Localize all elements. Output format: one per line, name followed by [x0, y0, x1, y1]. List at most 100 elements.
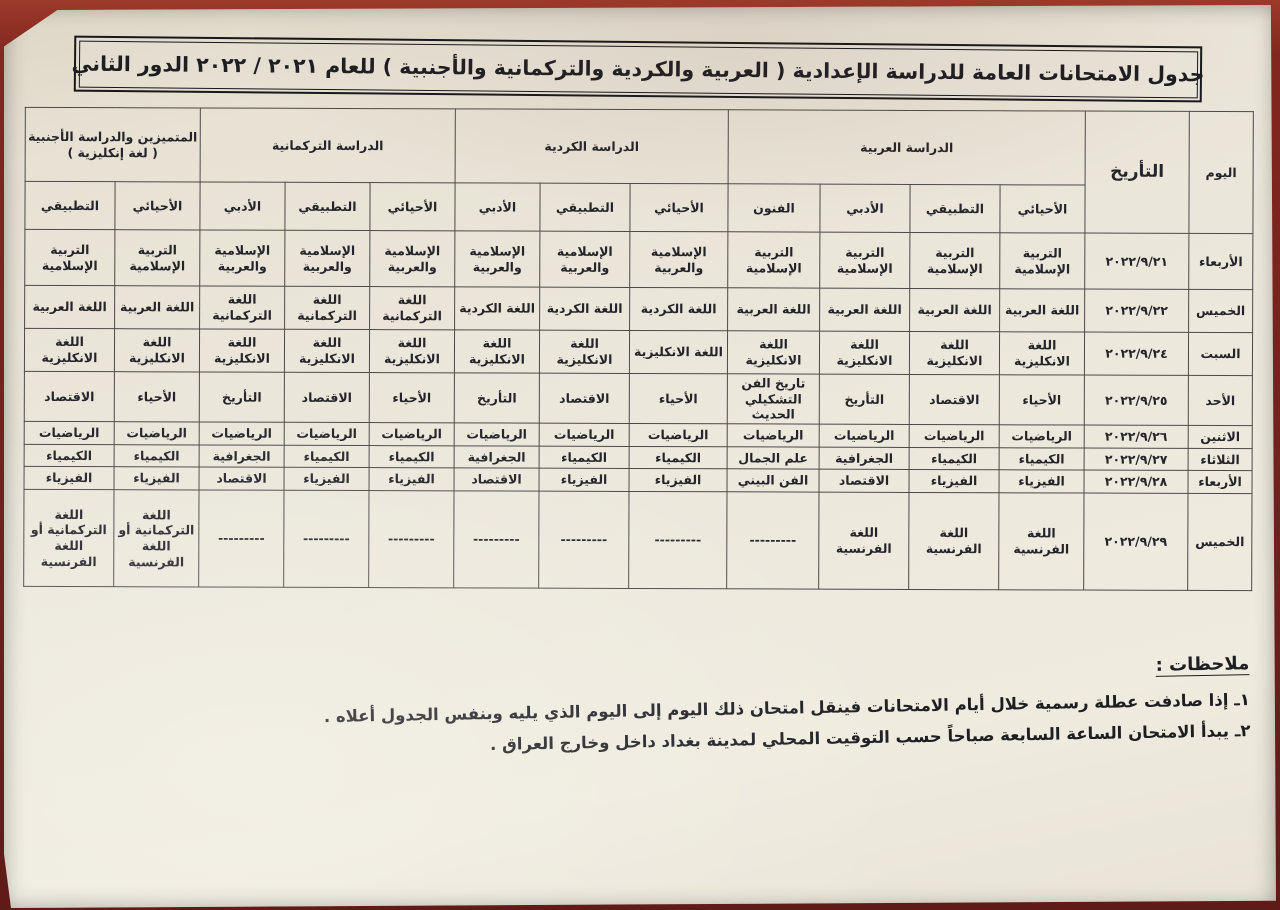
- date-cell: ٢٠٢٢/٩/٢٥: [1084, 375, 1189, 426]
- date-column-header: التأريخ: [1084, 111, 1190, 234]
- exam-cell: الفيزياء: [539, 468, 630, 492]
- exam-cell: الرياضيات: [369, 422, 455, 446]
- exam-cell: الاقتصاد: [284, 372, 370, 423]
- table-row-sunday-25: الأحد ٢٠٢٢/٩/٢٥ الأحياء الاقتصاد التأريخ…: [24, 371, 1253, 426]
- exam-cell: التربية الإسلامية: [114, 229, 200, 286]
- exam-cell: الكيمياء: [539, 446, 630, 469]
- day-cell: الخميس: [1188, 289, 1253, 333]
- table-row-thursday-29: الخميس ٢٠٢٢/٩/٢٩ اللغة الفرنسية اللغة ال…: [23, 489, 1252, 591]
- exam-cell: الجغرافية: [199, 444, 285, 468]
- exam-cell: التربية الإسلامية: [727, 231, 820, 289]
- exam-schedule-table: اليوم التأريخ الدراسة العربية الدراسة ال…: [23, 107, 1254, 591]
- exam-cell: اللغة العربية: [819, 288, 910, 332]
- exam-cell: الرياضيات: [284, 422, 370, 446]
- exam-cell: اللغة التركمانية أو اللغة الفرنسية: [113, 489, 200, 587]
- exam-cell: الكيمياء: [909, 447, 1000, 470]
- date-cell: ٢٠٢٢/٩/٢٢: [1084, 289, 1189, 333]
- exam-cell: اللغة العربية: [114, 285, 200, 329]
- exam-cell: الرياضيات: [727, 423, 820, 448]
- exam-cell: التربية الإسلامية: [999, 232, 1085, 290]
- exam-cell: اللغة الكردية: [629, 287, 728, 331]
- date-cell: ٢٠٢٢/٩/٢٩: [1083, 492, 1188, 591]
- exam-cell: الاقتصاد: [819, 469, 910, 493]
- exam-cell: اللغة الانكليزية: [114, 328, 200, 372]
- exam-cell: الأحياء: [999, 374, 1085, 425]
- exam-cell: اللغة العربية: [909, 288, 1000, 332]
- exam-cell: اللغة التركمانية: [284, 286, 370, 330]
- exam-cell: الرياضيات: [629, 423, 728, 447]
- exam-cell: الفيزياء: [909, 469, 1000, 493]
- exam-cell: ---------: [726, 491, 820, 590]
- exam-cell: اللغة الانكليزية: [454, 329, 540, 374]
- day-cell: الخميس: [1187, 493, 1252, 591]
- exam-cell: اللغة الفرنسية: [998, 492, 1085, 590]
- exam-cell: اللغة التركمانية: [369, 286, 455, 330]
- track-header-arabic-applied: التطبيقي: [909, 184, 1001, 233]
- exam-cell: اللغة العربية: [999, 288, 1085, 333]
- group-header-arabic-study: الدراسة العربية: [728, 109, 1086, 186]
- exam-cell: الإسلامية والعربية: [199, 229, 285, 287]
- exam-cell: اللغة الانكليزية: [629, 330, 728, 374]
- exam-cell: علم الجمال: [727, 446, 820, 470]
- exam-cell: الكيمياء: [629, 446, 728, 469]
- track-header-turkmen-literary: الأدبي: [199, 181, 286, 231]
- exam-cell: اللغة الفرنسية: [818, 492, 910, 590]
- track-header-kurdish-applied: التطبيقي: [539, 183, 631, 232]
- day-cell: الثلاثاء: [1188, 448, 1253, 471]
- day-cell: الأربعاء: [1188, 233, 1253, 290]
- track-header-arabic-literary: الأدبي: [819, 184, 911, 233]
- table-row-wednesday-21: الأربعاء ٢٠٢٢/٩/٢١ التربية الإسلامية الت…: [24, 229, 1253, 290]
- exam-cell: اللغة الانكليزية: [539, 330, 630, 374]
- exam-cell: الفيزياء: [284, 467, 370, 491]
- exam-cell: الفيزياء: [629, 468, 728, 492]
- notes-section: ملاحظات : ١ـ إذا صادفت عطلة رسمية خلال أ…: [169, 653, 1251, 766]
- exam-cell: الكيمياء: [24, 444, 115, 467]
- exam-cell: التأريخ: [454, 372, 540, 424]
- track-header-kurdish-biology: الأحيائي: [629, 183, 729, 232]
- track-header-turkmen-applied: التطبيقي: [284, 182, 371, 231]
- exam-cell: الفن البيني: [727, 468, 820, 493]
- day-cell: الاثنين: [1188, 425, 1253, 449]
- exam-cell: تاريخ الفن التشكيلي الحديث: [727, 373, 820, 425]
- date-cell: ٢٠٢٢/٩/٢٤: [1084, 332, 1189, 376]
- exam-cell: الأحياء: [369, 372, 455, 423]
- exam-cell: اللغة الانكليزية: [909, 331, 1000, 375]
- table-header-groups: اليوم التأريخ الدراسة العربية الدراسة ال…: [25, 107, 1254, 234]
- exam-cell: التربية الإسلامية: [909, 232, 1000, 289]
- exam-cell: الفيزياء: [24, 466, 115, 490]
- exam-cell: التأريخ: [199, 371, 285, 423]
- exam-cell: الرياضيات: [819, 424, 910, 448]
- track-header-turkmen-biology: الأحيائي: [369, 182, 456, 231]
- group-header-kurdish-study: الدراسة الكردية: [455, 108, 729, 184]
- day-cell: الأربعاء: [1187, 470, 1253, 494]
- exam-cell: التربية الإسلامية: [24, 229, 115, 286]
- exam-cell: الرياضيات: [909, 424, 1000, 448]
- day-cell: السبت: [1188, 332, 1253, 376]
- date-cell: ٢٠٢٢/٩/٢١: [1084, 233, 1189, 290]
- exam-cell: اللغة الانكليزية: [199, 328, 285, 373]
- exam-cell: الرياضيات: [199, 421, 285, 446]
- exam-cell: الرياضيات: [999, 424, 1085, 448]
- exam-cell: اللغة الانكليزية: [999, 331, 1085, 376]
- exam-cell: ---------: [368, 490, 455, 588]
- exam-cell: الكيمياء: [284, 445, 370, 468]
- exam-cell: ---------: [628, 491, 728, 589]
- exam-cell: اللغة الانكليزية: [284, 329, 370, 373]
- exam-cell: اللغة الانكليزية: [819, 331, 910, 375]
- table-header-tracks: الأحيائي التطبيقي الأدبي الفنون الأحيائي…: [24, 181, 1253, 234]
- document-title: جدول الامتحانات العامة للدراسة الإعدادية…: [71, 51, 1205, 87]
- exam-cell: اللغة العربية: [727, 287, 820, 332]
- exam-cell: اللغة الفرنسية: [908, 492, 1000, 590]
- exam-cell: اللغة الانكليزية: [727, 330, 820, 375]
- exam-cell: الإسلامية والعربية: [629, 231, 728, 288]
- exam-cell: التربية الإسلامية: [819, 232, 910, 289]
- exam-cell: الجغرافية: [454, 445, 540, 469]
- exam-cell: اللغة التركمانية: [199, 285, 285, 330]
- track-header-english-biology: الأحيائي: [114, 181, 201, 230]
- track-header-english-applied: التطبيقي: [24, 181, 116, 230]
- exam-cell: الرياضيات: [24, 421, 115, 445]
- exam-cell: الكيمياء: [114, 444, 200, 467]
- date-cell: ٢٠٢٢/٩/٢٧: [1084, 447, 1189, 471]
- track-header-kurdish-literary: الأدبي: [454, 182, 541, 232]
